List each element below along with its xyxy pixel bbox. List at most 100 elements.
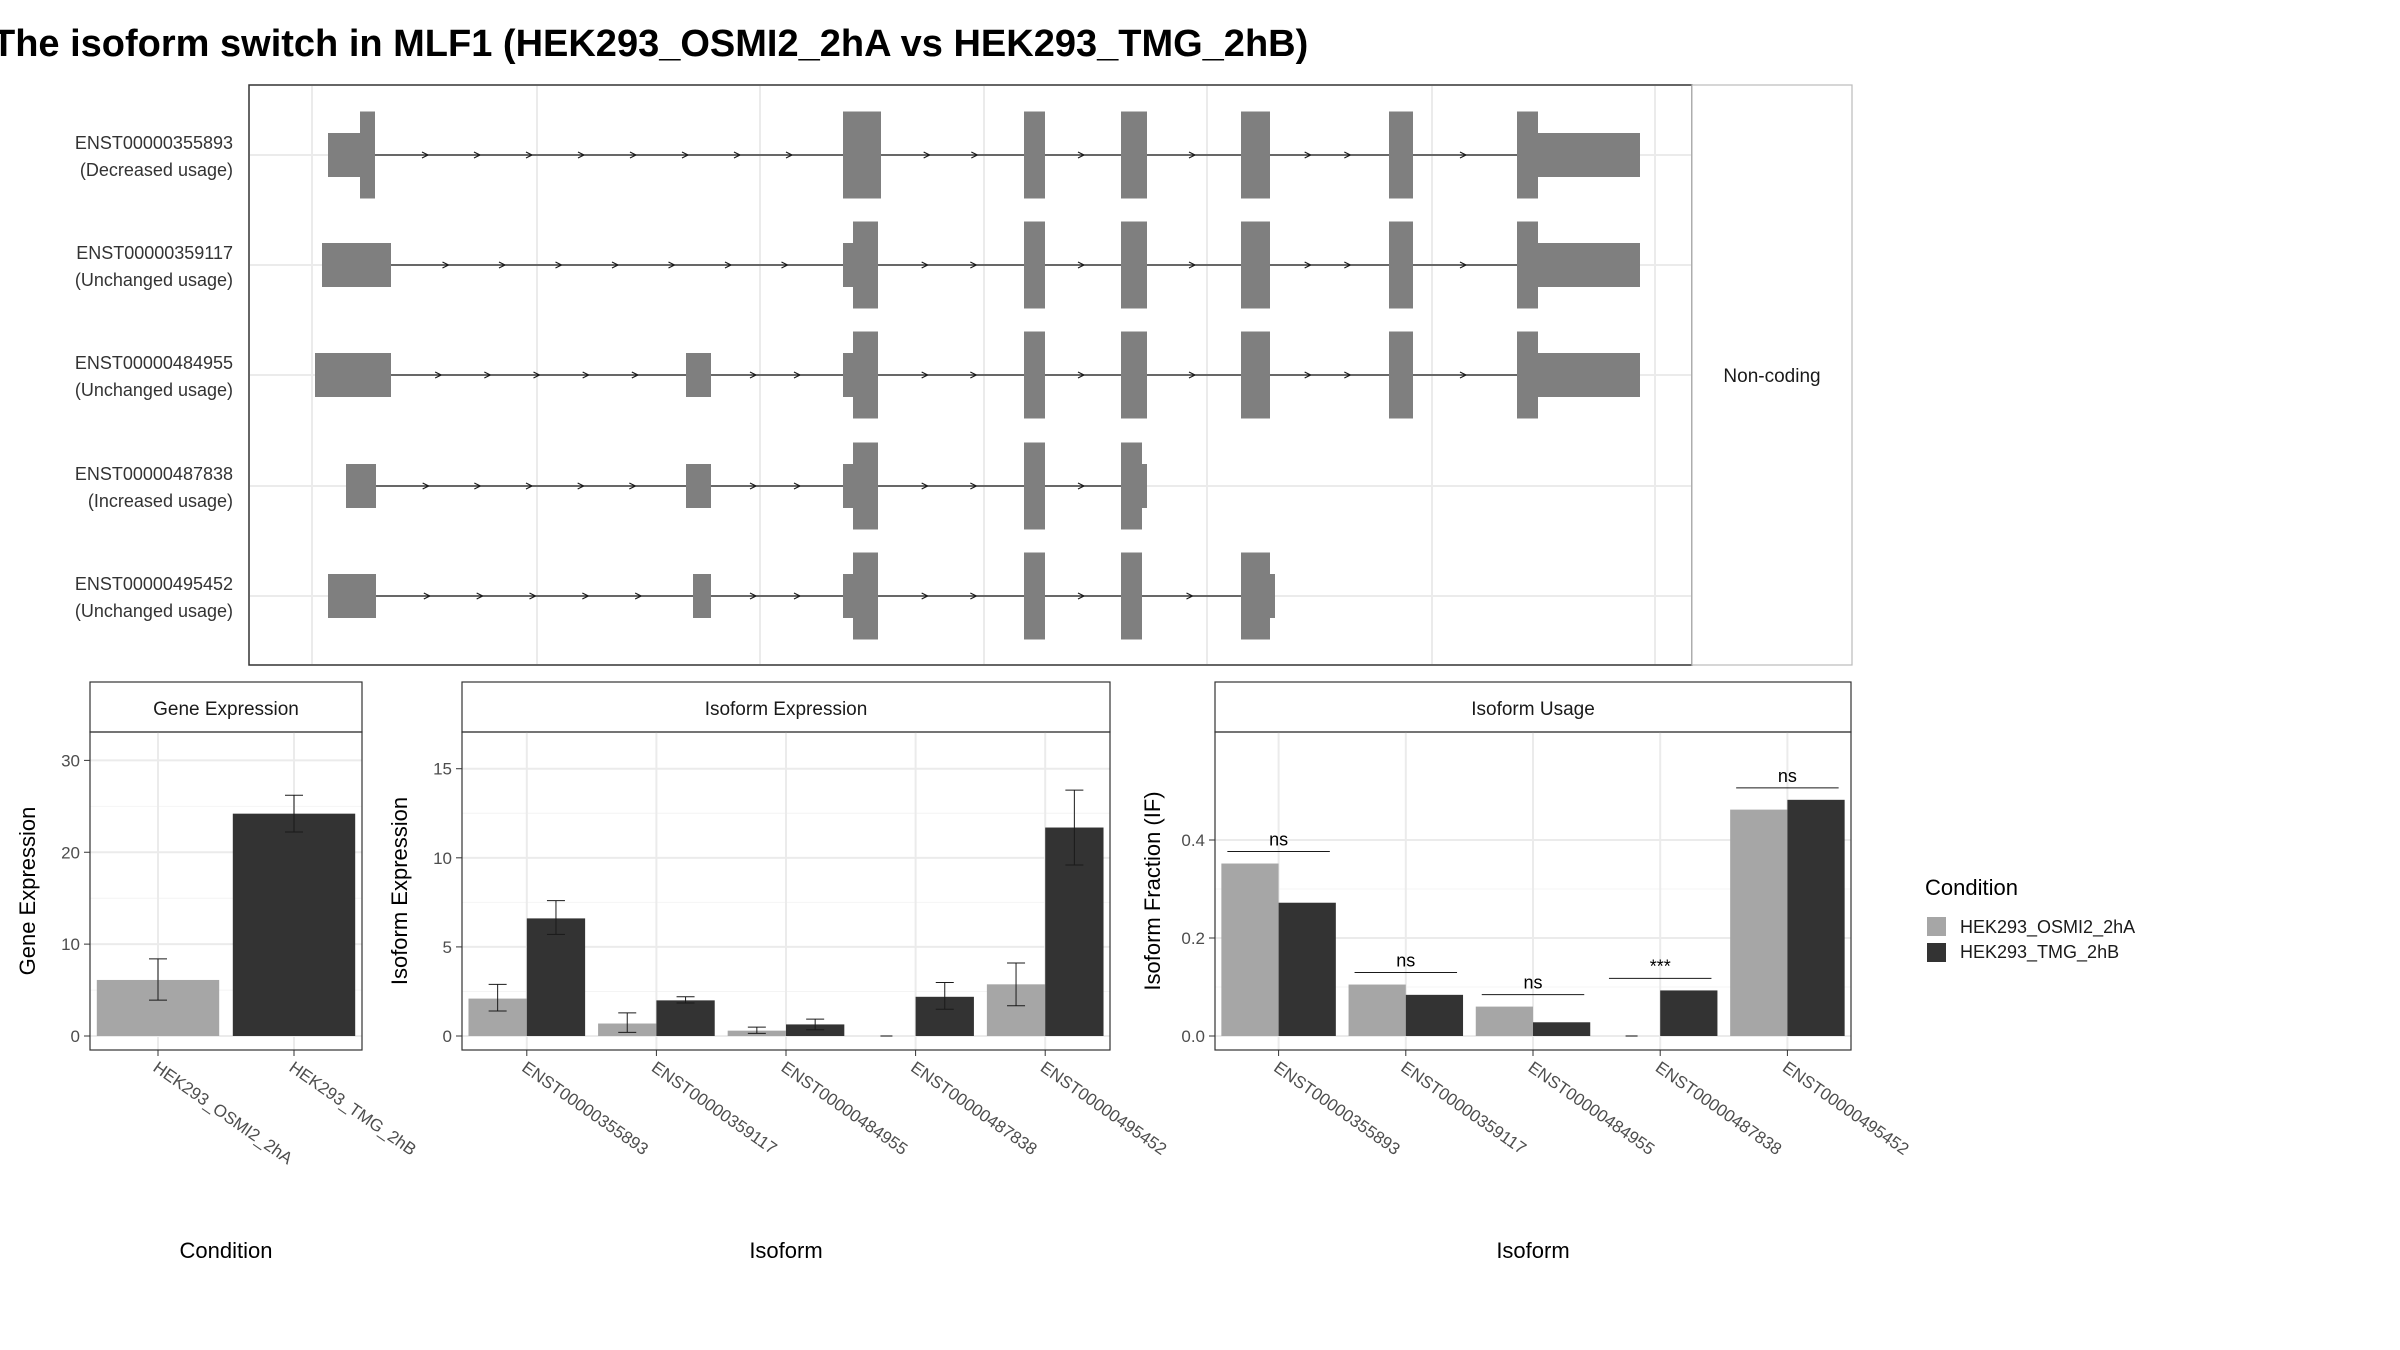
- intron-arrow: [474, 482, 482, 490]
- bar: [1533, 1022, 1591, 1036]
- coding-exon: [853, 221, 878, 309]
- structure-strip: [1691, 84, 1853, 666]
- legend-title: Condition: [1925, 875, 2018, 900]
- transcript-track: [315, 331, 1640, 419]
- coding-exon: [853, 442, 878, 530]
- y-axis-title: Isoform Expression: [387, 797, 412, 985]
- coding-exon: [1121, 221, 1147, 309]
- intron-arrow: [724, 261, 733, 269]
- bar: [232, 813, 356, 1036]
- x-tick-label: ENST00000355893: [519, 1058, 652, 1159]
- intron-arrow: [555, 261, 563, 269]
- intron-arrow: [582, 371, 591, 379]
- bar-panel: Gene Expression 0 10 20 30 HEK293_OSMI2_2hAHE…: [15, 681, 420, 1263]
- coding-exon: [1121, 552, 1142, 640]
- bar: [1221, 863, 1279, 1036]
- intron-arrow: [498, 261, 507, 269]
- utr-exon: [346, 464, 376, 508]
- transcript-track: [328, 111, 1640, 199]
- intron-arrow: [921, 482, 930, 490]
- intron-arrow: [1304, 151, 1313, 159]
- intron-arrow: [1188, 261, 1197, 269]
- panel-strip: [461, 681, 1111, 733]
- intron-arrow: [1304, 371, 1313, 379]
- utr-exon: [1142, 464, 1147, 508]
- x-tick-label: HEK293_TMG_2hB: [286, 1058, 420, 1160]
- coding-exon: [1024, 111, 1045, 199]
- transcript-id-label: ENST00000495452: [75, 574, 233, 594]
- x-tick-label: ENST00000355893: [1270, 1058, 1403, 1159]
- intron-arrow: [668, 261, 676, 269]
- intron-arrow: [634, 592, 643, 600]
- figure-title: The isoform switch in MLF1 (HEK293_OSMI2…: [0, 23, 1308, 65]
- intron-arrow: [421, 151, 430, 159]
- bar-panels: Gene Expression 0 10 20 30 HEK293_OSMI2_2hAHE…: [15, 681, 1912, 1263]
- utr-exon: [686, 464, 711, 508]
- intron-arrow: [749, 371, 758, 379]
- coding-exon: [1241, 331, 1270, 419]
- y-tick-label: 20: [61, 843, 80, 862]
- transcript-track: [346, 442, 1147, 530]
- bar: [656, 1000, 715, 1036]
- transcript-usage-label: (Decreased usage): [80, 160, 233, 180]
- intron-arrow: [529, 592, 537, 600]
- intron-arrow: [970, 592, 978, 600]
- intron-arrow: [629, 151, 638, 159]
- coding-exon: [1024, 331, 1045, 419]
- coding-exon: [1121, 442, 1142, 530]
- utr-exon: [843, 574, 853, 618]
- utr-exon: [315, 353, 391, 397]
- coding-exon: [843, 111, 881, 199]
- intron-arrow: [442, 261, 450, 269]
- y-axis-title: Isoform Fraction (IF): [1140, 791, 1165, 990]
- coding-exon: [1024, 221, 1045, 309]
- y-axis-title: Gene Expression: [15, 807, 40, 976]
- bar: [1348, 984, 1406, 1036]
- transcript-usage-label: (Increased usage): [88, 491, 233, 511]
- intron-arrow: [1077, 482, 1086, 490]
- intron-arrow: [533, 371, 541, 379]
- structure-strip-label: Non-coding: [1723, 366, 1820, 387]
- intron-arrow: [1077, 371, 1086, 379]
- intron-arrow: [525, 151, 534, 159]
- y-tick-label: 10: [433, 849, 452, 868]
- panel-strip-title: Isoform Usage: [1471, 699, 1595, 720]
- x-tick-label: ENST00000359117: [648, 1058, 780, 1158]
- panel-strip: [1214, 681, 1852, 733]
- coding-exon: [1241, 552, 1270, 640]
- significance-label: ***: [1650, 956, 1671, 976]
- intron-arrow: [1077, 151, 1086, 159]
- transcript-id-label: ENST00000484955: [75, 353, 233, 373]
- intron-arrow: [923, 151, 932, 159]
- intron-arrow: [423, 592, 432, 600]
- significance-label: ns: [1523, 973, 1542, 993]
- utr-exon: [328, 574, 376, 618]
- intron-arrow: [749, 592, 758, 600]
- utr-exon: [843, 464, 853, 508]
- intron-arrow: [681, 151, 690, 159]
- x-axis-title: Isoform: [1496, 1238, 1569, 1263]
- y-tick-label: 0: [443, 1027, 452, 1046]
- coding-exon: [1389, 331, 1413, 419]
- legend: Condition HEK293_OSMI2_2hA HEK293_TMG_2h…: [1925, 875, 2135, 963]
- legend-label-a: HEK293_OSMI2_2hA: [1960, 917, 2135, 938]
- intron-arrow: [793, 482, 802, 490]
- panel-strip-title: Isoform Expression: [705, 699, 868, 720]
- intron-arrow: [921, 261, 930, 269]
- utr-exon: [686, 353, 711, 397]
- utr-exon: [693, 574, 711, 618]
- utr-exon: [1538, 353, 1640, 397]
- y-tick-label: 10: [61, 935, 80, 954]
- panel-border: [89, 731, 363, 1051]
- legend-swatch-b: [1927, 943, 1946, 962]
- significance-label: ns: [1778, 766, 1797, 786]
- intron-arrow: [577, 151, 586, 159]
- intron-arrow: [733, 151, 742, 159]
- y-tick-label: 0.4: [1181, 831, 1205, 850]
- intron-arrow: [970, 261, 978, 269]
- intron-arrow: [476, 592, 485, 600]
- transcript-usage-label: (Unchanged usage): [75, 380, 233, 400]
- bar: [1405, 994, 1464, 1036]
- intron-arrow: [1077, 592, 1086, 600]
- y-tick-label: 0.2: [1181, 929, 1205, 948]
